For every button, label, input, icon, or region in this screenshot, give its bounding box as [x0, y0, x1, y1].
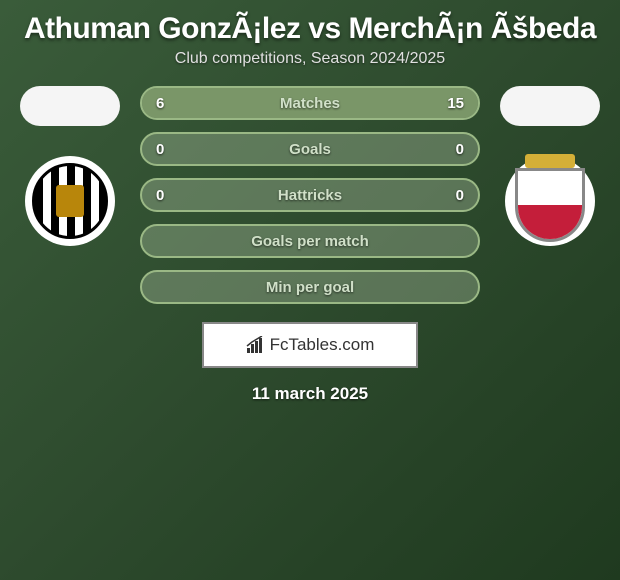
stat-row-goals-per-match: Goals per match [140, 224, 480, 258]
club-badge-left-inner [32, 163, 108, 239]
stat-value-right: 0 [434, 187, 464, 204]
stat-row-hattricks: 0 Hattricks 0 [140, 178, 480, 212]
stats-column: 6 Matches 15 0 Goals 0 0 Hattricks 0 Goa… [140, 86, 480, 304]
stat-value-right: 0 [434, 141, 464, 158]
source-attribution: FcTables.com [202, 322, 418, 368]
comparison-subtitle: Club competitions, Season 2024/2025 [0, 50, 620, 68]
club-badge-right-inner [515, 160, 585, 242]
badge-stripe [518, 205, 582, 239]
player-right-avatar [500, 86, 600, 126]
comparison-title: Athuman GonzÃ¡lez vs MerchÃ¡n Ãšbeda [0, 0, 620, 50]
player-right-column [500, 86, 600, 246]
club-badge-right [505, 156, 595, 246]
stat-row-goals: 0 Goals 0 [140, 132, 480, 166]
player-left-column [20, 86, 120, 246]
stat-label: Hattricks [278, 187, 342, 204]
stat-value-left: 0 [156, 141, 186, 158]
badge-shield [515, 168, 585, 242]
badge-crown [525, 154, 575, 168]
stat-row-matches: 6 Matches 15 [140, 86, 480, 120]
stat-label: Min per goal [266, 279, 354, 296]
stat-value-left: 6 [156, 95, 186, 112]
comparison-date: 11 march 2025 [0, 384, 620, 404]
source-text: FcTables.com [270, 335, 375, 355]
club-badge-left [25, 156, 115, 246]
comparison-content: 6 Matches 15 0 Goals 0 0 Hattricks 0 Goa… [0, 86, 620, 304]
stat-value-right: 15 [434, 95, 464, 112]
stat-label: Goals per match [251, 233, 369, 250]
player-left-avatar [20, 86, 120, 126]
stat-row-min-per-goal: Min per goal [140, 270, 480, 304]
stat-value-left: 0 [156, 187, 186, 204]
stat-label: Goals [289, 141, 331, 158]
stat-label: Matches [280, 95, 340, 112]
chart-icon [246, 336, 266, 354]
